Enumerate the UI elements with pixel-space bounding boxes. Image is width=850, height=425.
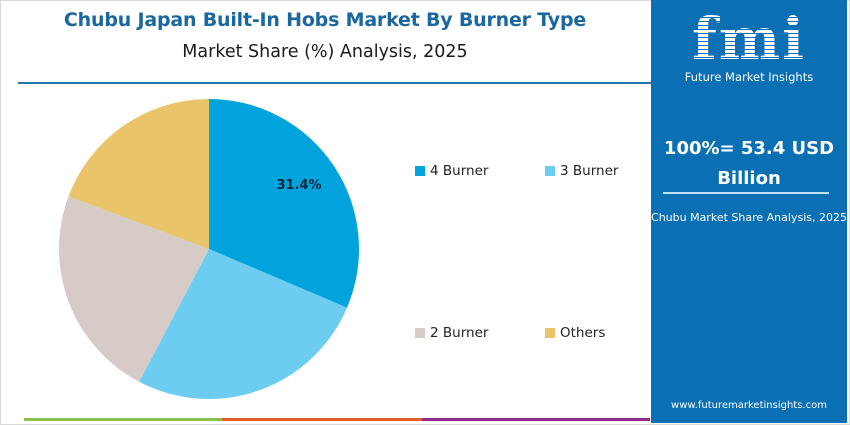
legend-swatch [415,166,425,176]
market-total: 100%= 53.4 USD Billion [651,134,847,194]
legend-swatch [545,166,555,176]
legend-label: Others [560,325,606,341]
info-panel: fmi Future Market Insights 100%= 53.4 US… [651,0,847,423]
website-url: www.futuremarketinsights.com [671,400,827,411]
header-divider [18,82,652,84]
fmi-logo: fmi Future Market Insights [651,10,847,84]
legend-label: 3 Burner [560,163,619,179]
pie-slice-4-burner [209,99,360,308]
chart-subtitle: Market Share (%) Analysis, 2025 [182,42,468,62]
market-total-line2: Billion [717,168,781,189]
pie-slice-others [68,99,209,249]
legend-swatch [415,328,425,338]
legend-item-4-burner: 4 Burner [415,163,488,179]
market-total-line1: 100%= 53.4 USD [663,138,835,159]
bottom-bar-orange [222,418,422,421]
pie-slice-3-burner [139,249,348,399]
pie-slice-2-burner [58,196,210,382]
panel-divider [663,192,829,194]
legend-item-3-burner: 3 Burner [545,163,618,179]
legend-swatch [545,328,555,338]
panel-caption: Chubu Market Share Analysis, 2025 [651,211,847,224]
pie-chart: 31.4% [58,99,360,399]
chart-title: Chubu Japan Built-In Hobs Market By Burn… [63,9,587,31]
bottom-bar-green [24,418,222,421]
logo-text: fmi [651,10,847,68]
legend-item-others: Others [545,325,605,341]
legend-label: 4 Burner [430,163,489,179]
logo-subtitle: Future Market Insights [684,70,814,84]
pie-data-label: 31.4% [276,178,321,193]
legend-item-2-burner: 2 Burner [415,325,488,341]
bottom-bar-purple [422,418,650,421]
legend-label: 2 Burner [430,325,489,341]
